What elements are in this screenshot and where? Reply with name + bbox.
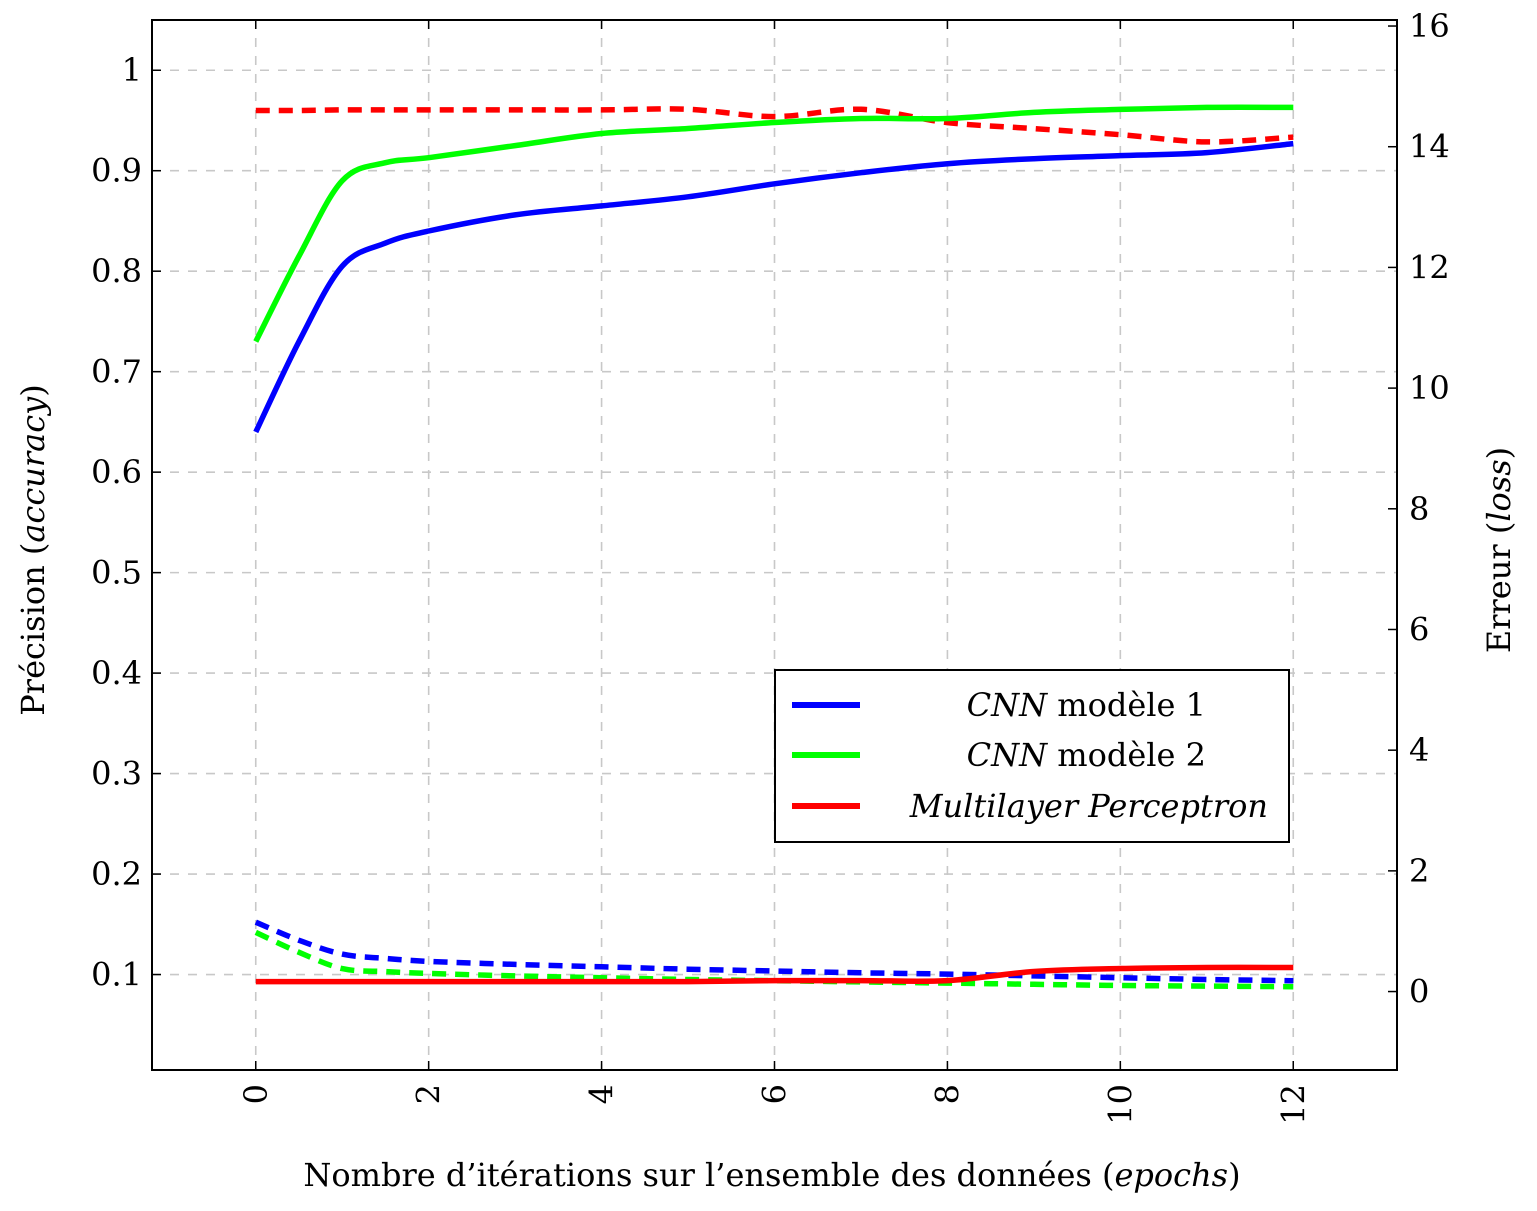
y-left-tick-label: 0.5 <box>91 554 142 592</box>
series-line-accuracy-2 <box>255 964 1294 985</box>
right-axis-ticks: 0 2 4 6 8 10 12 14 16 <box>1388 7 1450 1011</box>
legend-label-cnn-1: CNN modèle 1 <box>967 686 1206 724</box>
y-left-tick-label: 0.3 <box>91 755 142 793</box>
x-axis-label: Nombre d’itérations sur l’ensemble des d… <box>303 1156 1240 1194</box>
y-left-tick-label: 0.4 <box>91 654 142 692</box>
y-right-tick-label: 12 <box>1409 248 1450 286</box>
y-left-tick-label: 0.7 <box>91 353 142 391</box>
series-lines <box>253 104 1294 990</box>
y-right-tick-label: 10 <box>1409 369 1450 407</box>
y-right-tick-label: 16 <box>1409 7 1450 45</box>
x-tick-label: 8 <box>928 1084 966 1104</box>
y-left-tick-label: 0.8 <box>91 252 142 290</box>
y-right-tick-label: 8 <box>1409 490 1429 528</box>
y-right-tick-label: 14 <box>1409 128 1450 166</box>
x-tick-label: 12 <box>1274 1084 1312 1125</box>
grid <box>152 20 1397 1070</box>
y-right-tick-label: 2 <box>1409 852 1429 890</box>
series-line-loss-5 <box>255 106 1294 145</box>
series-line-accuracy-0 <box>253 140 1294 434</box>
y-left-tick-label: 1 <box>122 51 142 89</box>
y-right-tick-label: 6 <box>1409 610 1429 648</box>
x-tick-label: 10 <box>1101 1084 1139 1125</box>
x-tick-label: 2 <box>410 1084 448 1104</box>
y-right-tick-label: 4 <box>1409 731 1429 769</box>
y-left-tick-label: 0.2 <box>91 855 142 893</box>
y-axis-right-label: Erreur (loss) <box>1480 447 1518 653</box>
series-line-accuracy-1 <box>253 104 1294 343</box>
x-axis-ticks: 0 2 4 6 8 10 12 <box>237 20 1312 1125</box>
x-tick-label: 6 <box>756 1084 794 1104</box>
x-tick-label: 0 <box>237 1084 275 1104</box>
legend-label-cnn-2: CNN modèle 2 <box>967 736 1206 774</box>
y-right-tick-label: 0 <box>1409 973 1429 1011</box>
y-left-tick-label: 0.6 <box>91 453 142 491</box>
legend: CNN modèle 1 CNN modèle 2 Multilayer Per… <box>774 669 1290 843</box>
left-axis-ticks: 0.1 0.2 0.3 0.4 0.5 0.6 0.7 0.8 0.9 1 <box>91 51 161 994</box>
y-axis-left-label: Précision (accuracy) <box>14 384 52 716</box>
legend-label-mlp: Multilayer Perceptron <box>909 787 1268 825</box>
y-left-tick-label: 0.1 <box>91 956 142 994</box>
series-line-loss-3 <box>254 919 1294 984</box>
legend-box <box>774 669 1290 843</box>
y-left-tick-label: 0.9 <box>91 152 142 190</box>
x-tick-label: 4 <box>583 1084 621 1104</box>
